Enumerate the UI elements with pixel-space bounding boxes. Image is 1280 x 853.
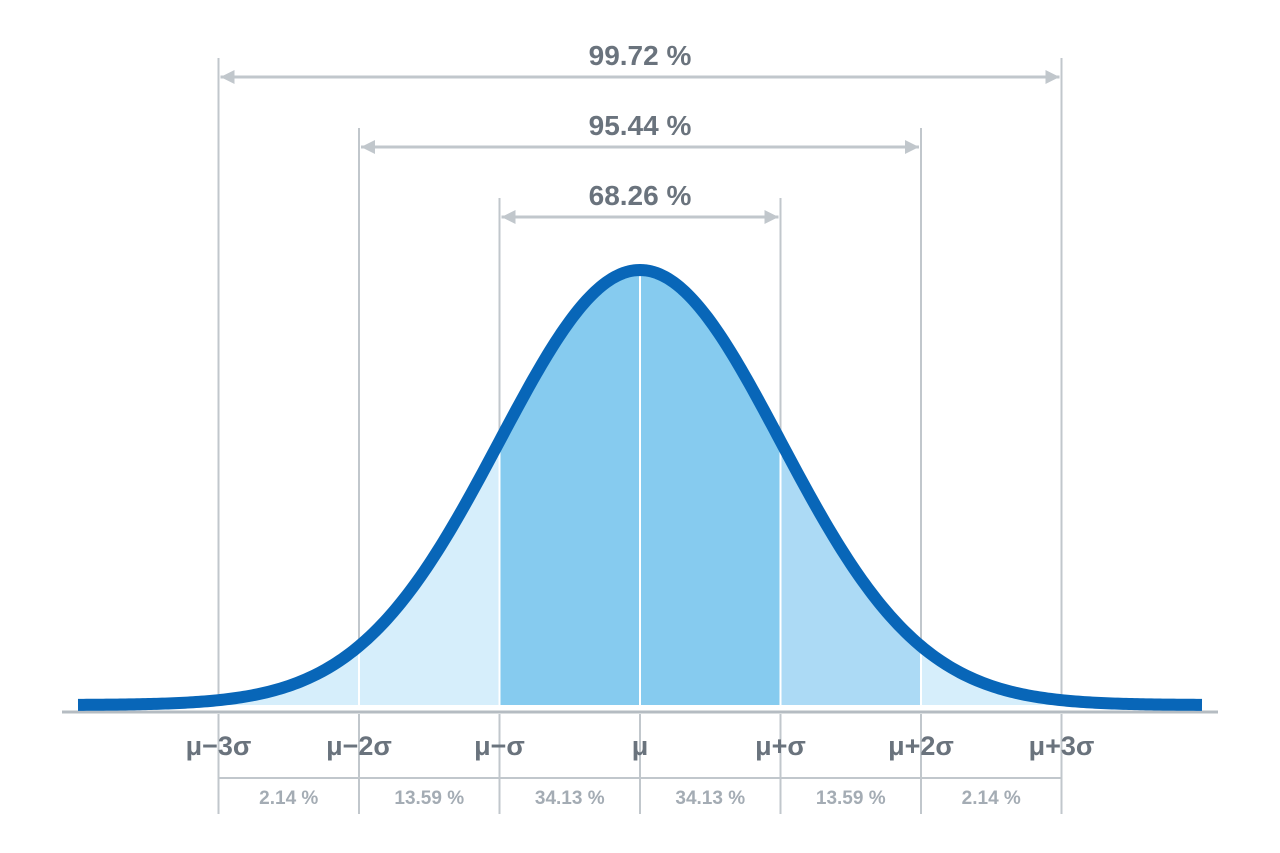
tick-label: μ xyxy=(632,731,649,761)
segment-percent-label: 13.59 % xyxy=(394,788,464,809)
bell-curve xyxy=(74,264,1206,711)
x-axis-tick-labels: μ−3σ μ−2σ μ−σ μ μ+σ μ+2σ μ+3σ xyxy=(186,731,1095,761)
tick-label: μ+σ xyxy=(755,731,806,761)
area-segment-4 xyxy=(640,270,781,705)
interval-label: 99.72 % xyxy=(589,40,692,71)
tick-label: μ−2σ xyxy=(326,731,392,761)
segment-percent-label: 34.13 % xyxy=(675,788,745,809)
segment-percent-label: 2.14 % xyxy=(962,788,1021,809)
tick-label: μ−σ xyxy=(474,731,525,761)
area-segment-3 xyxy=(499,270,640,705)
segment-percent-label: 2.14 % xyxy=(259,788,318,809)
area-segment-6 xyxy=(921,646,1062,705)
area-segment-1 xyxy=(218,646,359,705)
tick-label: μ+3σ xyxy=(1029,731,1095,761)
interval-label: 95.44 % xyxy=(589,110,692,141)
segment-percent-label: 13.59 % xyxy=(816,788,886,809)
segment-dividers xyxy=(358,270,922,705)
segment-percent-label: 34.13 % xyxy=(535,788,605,809)
interval-brackets: 99.72 % 95.44 % 68.26 % xyxy=(220,40,1060,224)
sigma-guide-lines xyxy=(217,58,1063,814)
segment-percent-labels: 2.14 % 13.59 % 34.13 % 34.13 % 13.59 % 2.14 % xyxy=(259,788,1021,809)
tick-label: μ−3σ xyxy=(186,731,252,761)
interval-label: 68.26 % xyxy=(589,180,692,211)
tick-label: μ+2σ xyxy=(888,731,954,761)
